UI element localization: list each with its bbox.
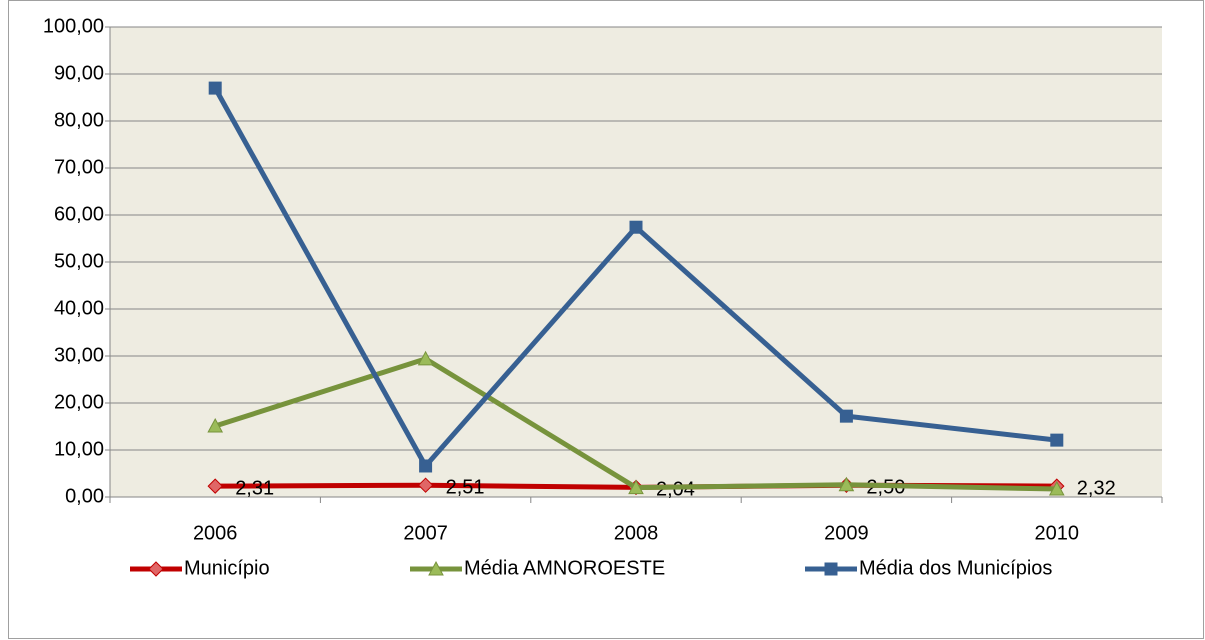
point [207,478,223,494]
point [628,479,644,495]
y-tick-label: 50,00 [54,250,104,272]
point [417,477,434,493]
legend-label: Município [184,557,270,579]
data-label: 2,04 [656,479,695,501]
y-tick-label: 90,00 [54,62,104,84]
point [208,81,222,95]
point [838,476,855,492]
x-tick-label: 2006 [193,522,238,544]
point [207,417,224,433]
data-label: 2,51 [446,476,485,498]
y-tick-label: 80,00 [54,109,104,131]
legend-label: Média AMNOROESTE [464,557,665,579]
y-tick-label: 20,00 [54,391,104,413]
x-tick-label: 2007 [403,522,448,544]
y-tick-label: 30,00 [54,344,104,366]
y-tick-label: 70,00 [54,156,104,178]
y-tick-label: 40,00 [54,297,104,319]
y-tick-label: 100,00 [43,15,104,37]
y-tick-label: 10,00 [54,438,104,460]
x-tick-label: 2010 [1035,522,1080,544]
point [629,220,643,234]
point [419,459,433,473]
legend-marker [428,560,444,576]
legend-label: Média dos Municípios [859,557,1052,579]
legend-marker [824,562,838,576]
data-label: 2,31 [235,477,274,499]
legend-marker [148,561,164,577]
y-tick-label: 0,00 [65,485,104,507]
x-tick-label: 2008 [614,522,659,544]
point [1050,433,1064,447]
point [1048,480,1065,496]
point [417,350,434,366]
point [839,409,853,423]
data-label: 2,32 [1077,477,1116,499]
y-tick-label: 60,00 [54,203,104,225]
x-tick-label: 2009 [824,522,869,544]
